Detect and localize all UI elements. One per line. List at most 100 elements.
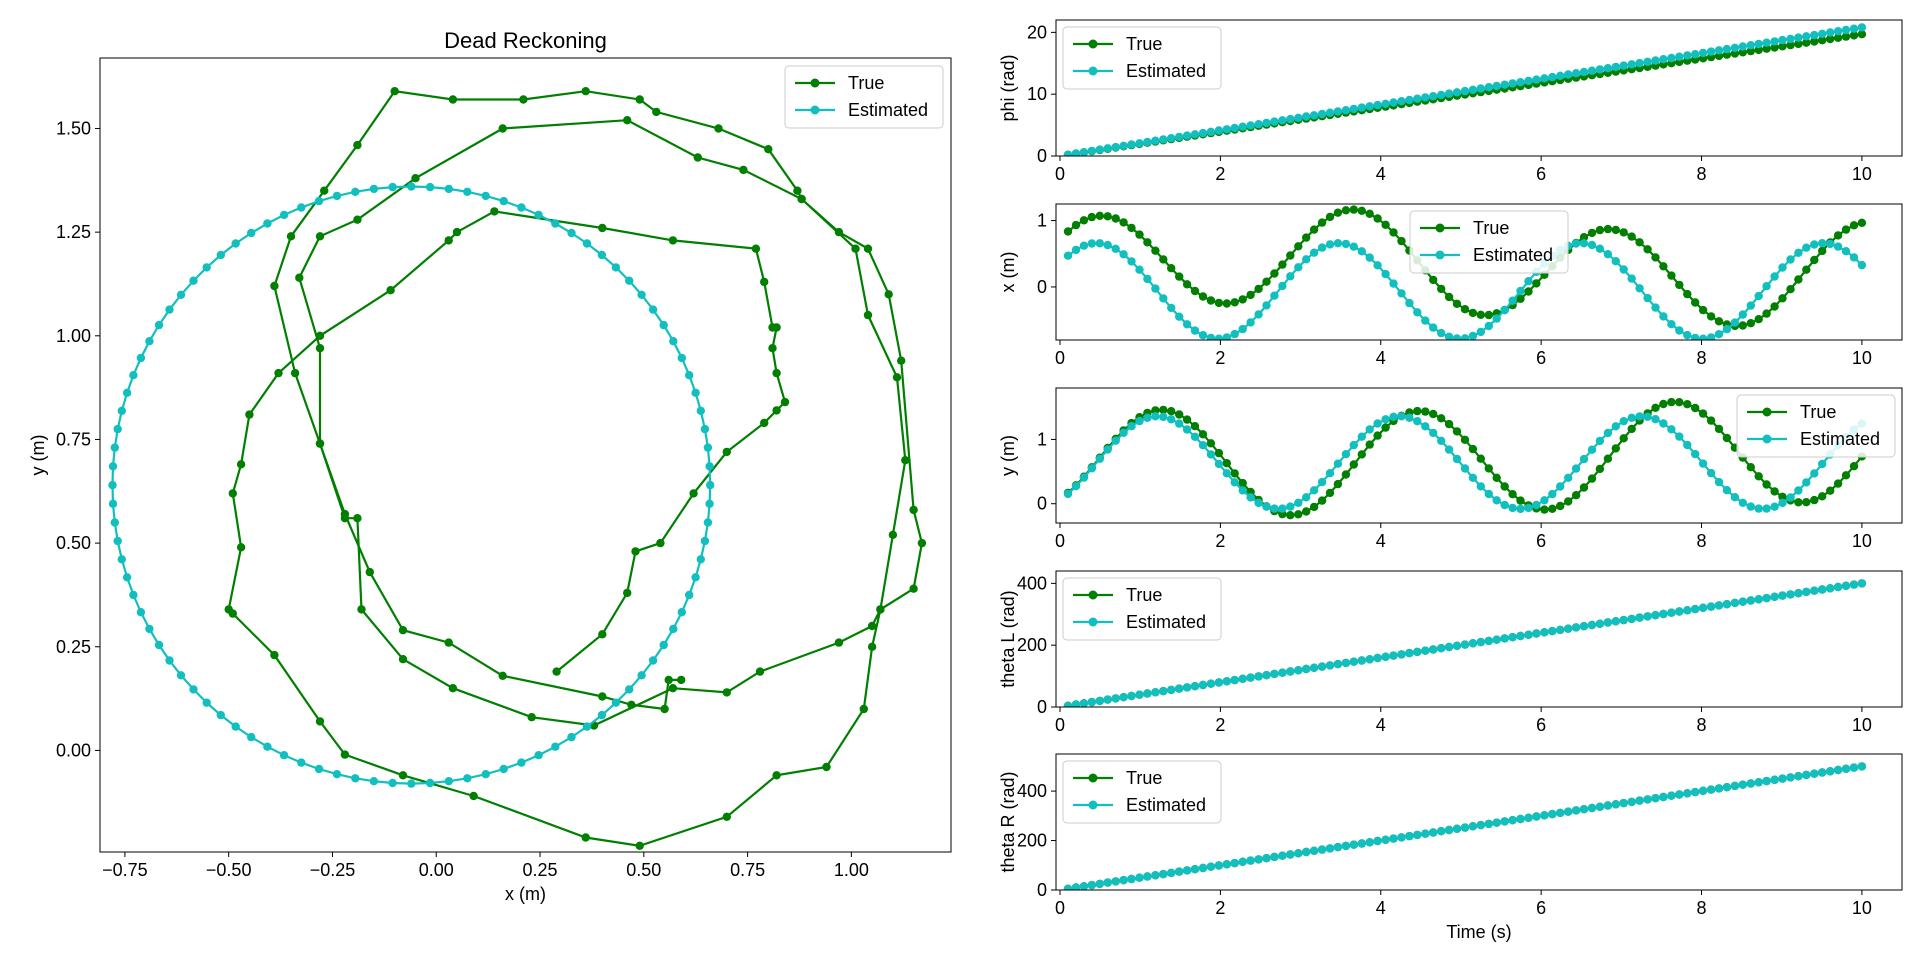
data-point <box>1246 290 1255 300</box>
data-point <box>1706 785 1716 794</box>
data-point <box>1556 71 1565 81</box>
y-tick-label: 1.50 <box>56 118 91 138</box>
data-point <box>1683 289 1692 299</box>
data-point <box>1627 614 1636 624</box>
data-point <box>1087 239 1097 248</box>
y-tick-label: 1.00 <box>56 326 91 346</box>
data-point <box>1087 146 1097 156</box>
y-axis-label: phi (rad) <box>998 54 1018 121</box>
data-point <box>351 187 360 196</box>
data-point <box>1683 440 1692 450</box>
data-point <box>534 751 543 760</box>
data-point <box>1206 679 1216 688</box>
data-point <box>1754 39 1763 49</box>
data-point <box>314 196 324 206</box>
data-point <box>1437 328 1446 338</box>
data-point <box>631 547 640 556</box>
data-point <box>693 153 702 162</box>
data-point <box>1341 239 1351 249</box>
data-point <box>1151 412 1160 421</box>
data-point <box>1389 412 1398 421</box>
data-point <box>1444 419 1454 429</box>
data-point <box>189 276 198 285</box>
data-point <box>1341 450 1351 459</box>
data-point <box>286 232 296 241</box>
data-point <box>1381 423 1390 432</box>
data-point <box>1333 239 1343 248</box>
data-point <box>1778 42 1787 51</box>
data-point <box>1818 36 1827 45</box>
data-point <box>1278 281 1287 291</box>
data-point <box>1738 321 1748 330</box>
data-point <box>1437 90 1446 100</box>
data-point <box>1254 672 1263 681</box>
data-point <box>1548 809 1557 819</box>
data-point <box>1095 145 1105 154</box>
data-point <box>1159 405 1168 415</box>
data-point <box>1667 271 1676 280</box>
data-point <box>772 406 781 415</box>
data-point <box>1095 696 1105 706</box>
data-point <box>1437 827 1446 836</box>
data-point <box>1516 631 1525 641</box>
data-point <box>1063 150 1073 156</box>
data-point <box>1230 858 1239 868</box>
data-point <box>1810 30 1819 40</box>
data-point <box>353 215 362 224</box>
data-point <box>1524 76 1533 86</box>
data-point <box>1278 116 1287 125</box>
data-point <box>1595 464 1605 474</box>
legend-marker <box>1088 800 1098 810</box>
data-point <box>581 833 590 842</box>
data-point <box>1833 582 1843 592</box>
data-point <box>1627 232 1636 241</box>
data-point <box>1532 629 1541 638</box>
data-point <box>1294 242 1303 251</box>
data-point <box>1365 425 1374 434</box>
data-point <box>279 210 289 220</box>
data-point <box>1484 819 1494 829</box>
axes-frame <box>1055 387 1903 524</box>
data-point <box>1571 464 1581 473</box>
data-point <box>1389 651 1398 660</box>
data-point <box>1492 635 1501 644</box>
data-point <box>1651 403 1660 412</box>
data-point <box>1238 674 1247 683</box>
data-point <box>764 145 773 154</box>
data-point <box>1421 93 1430 102</box>
data-point <box>1698 305 1708 315</box>
data-point <box>739 165 748 175</box>
data-point <box>1841 225 1851 234</box>
x-tick-label: 6 <box>1536 348 1546 368</box>
data-point <box>1175 684 1184 693</box>
data-point <box>1722 44 1732 54</box>
data-point <box>659 320 668 330</box>
data-point <box>1786 255 1795 264</box>
data-point <box>1302 233 1311 242</box>
legend-label: True <box>1126 768 1162 788</box>
data-point <box>1071 245 1081 255</box>
data-point <box>1349 205 1359 214</box>
data-point <box>1333 107 1343 116</box>
data-point <box>851 244 860 253</box>
data-point <box>1270 852 1279 862</box>
data-point <box>863 310 873 320</box>
legend-label: Estimated <box>1126 612 1206 632</box>
data-point <box>1833 765 1843 775</box>
data-point <box>1325 844 1335 853</box>
data-point <box>1238 122 1247 131</box>
data-point <box>1849 580 1859 589</box>
data-point <box>834 227 844 237</box>
data-point <box>1294 849 1303 858</box>
data-point <box>1103 695 1112 704</box>
data-point <box>1532 279 1541 288</box>
data-point <box>1230 329 1239 339</box>
data-point <box>1833 242 1843 251</box>
data-point <box>425 182 435 192</box>
data-point <box>1190 865 1200 874</box>
x-tick-label: 4 <box>1376 715 1386 735</box>
data-point <box>388 778 397 788</box>
data-point <box>1460 823 1470 832</box>
data-point <box>1389 834 1398 843</box>
data-point <box>1691 787 1700 797</box>
